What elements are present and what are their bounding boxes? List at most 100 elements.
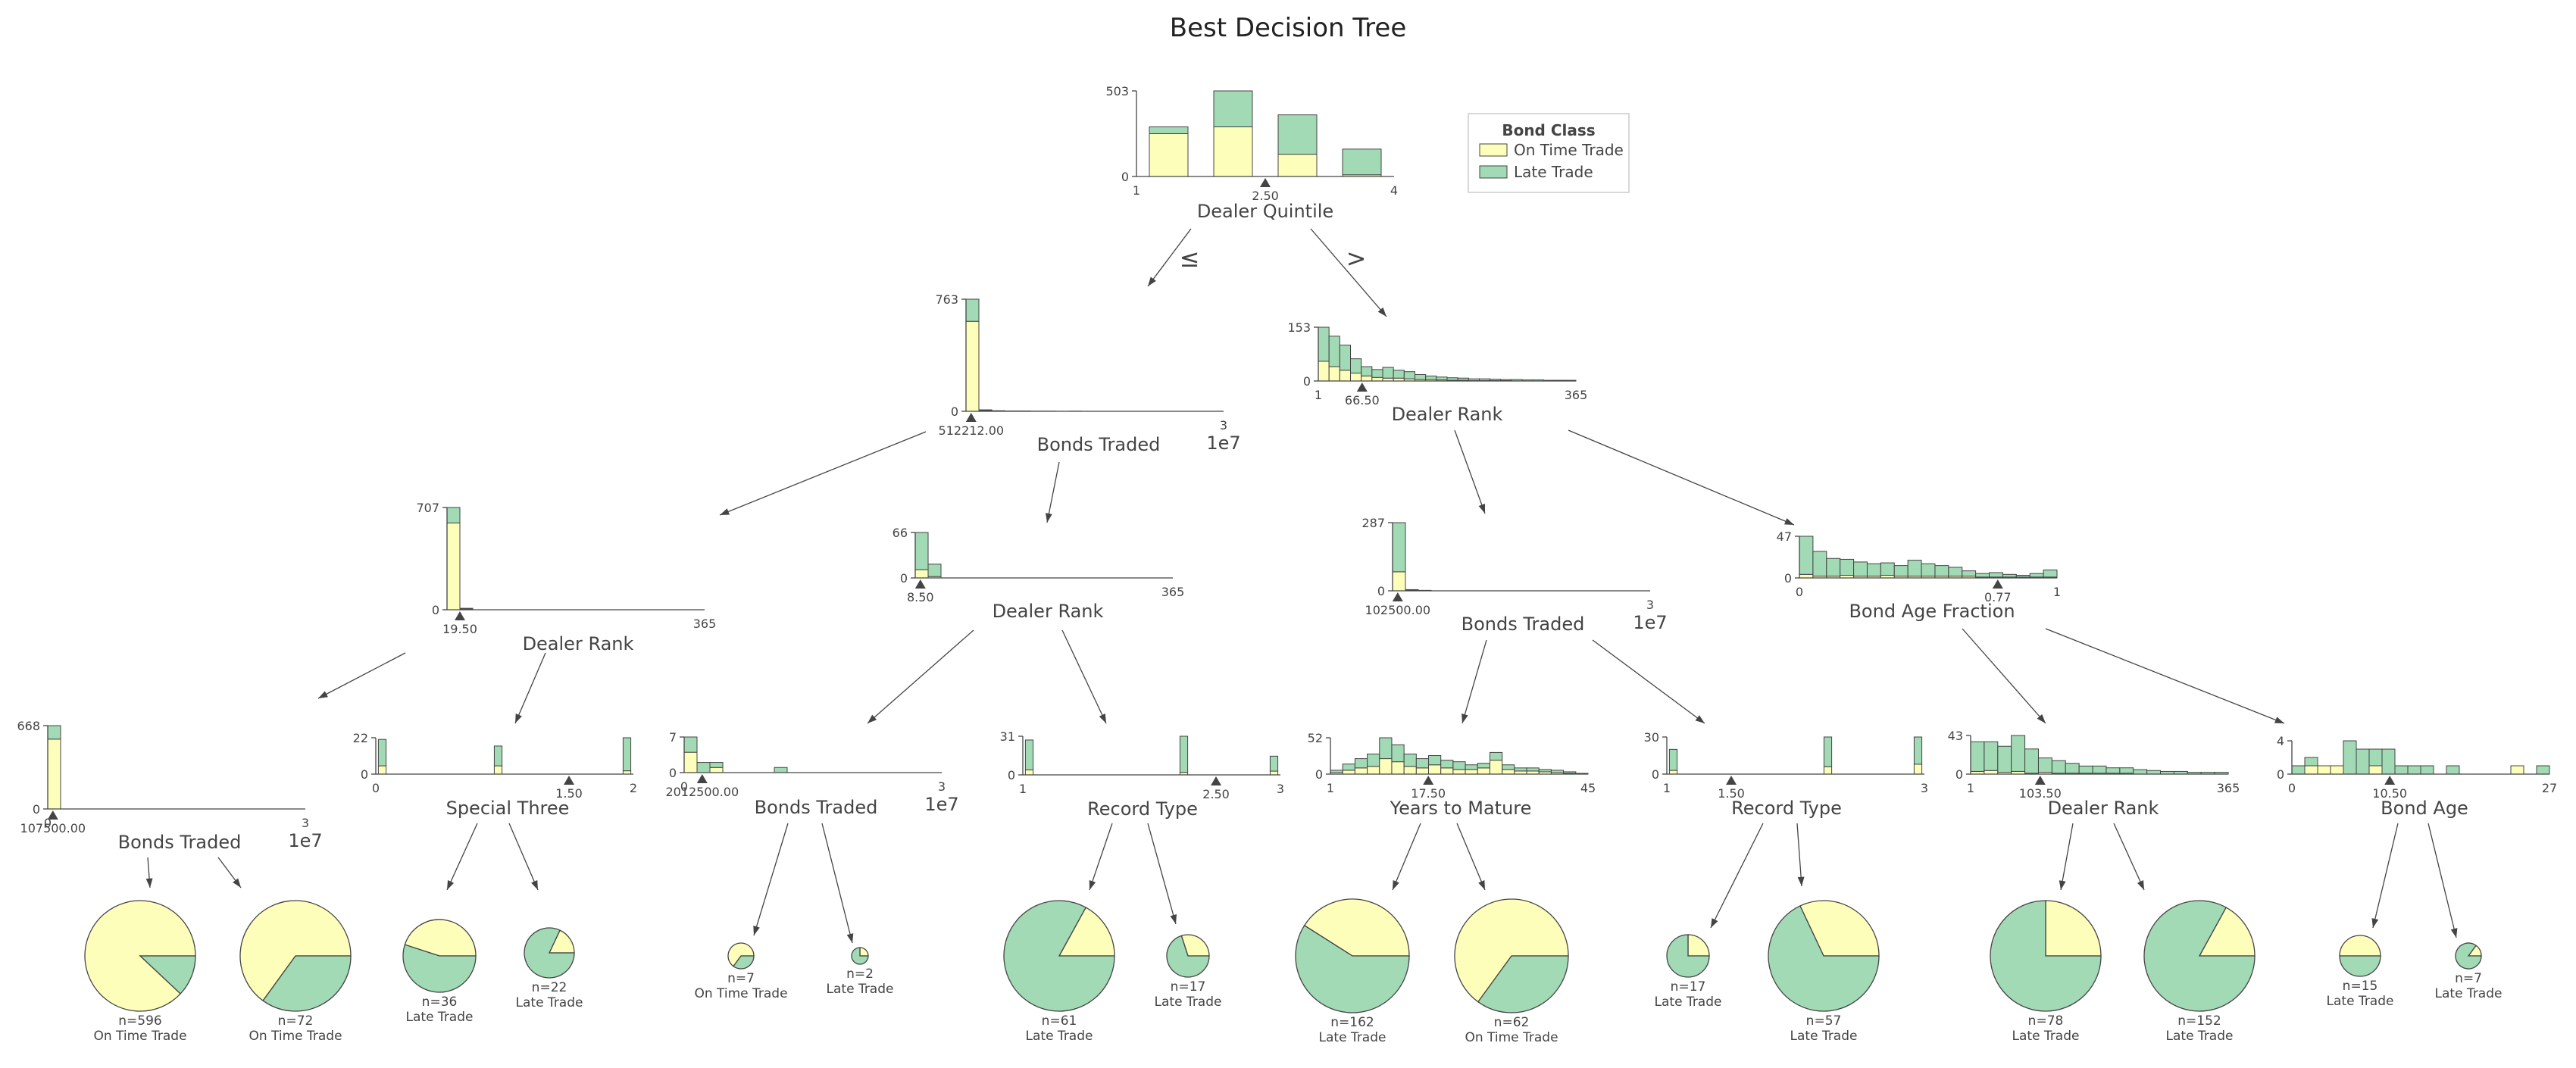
histogram-bar-late <box>2147 770 2161 774</box>
histogram-bar-late <box>1914 737 1921 764</box>
y-max-label: 707 <box>416 501 439 515</box>
histogram-bar-late <box>928 564 941 576</box>
histogram-bar-late <box>1453 762 1465 770</box>
split-node-rl: 287031e7102500.00Bonds Traded <box>1361 516 1667 635</box>
edge-arrowhead <box>2451 928 2458 938</box>
y-max-label: 30 <box>1644 730 1659 745</box>
y-max-label: 287 <box>1361 516 1385 530</box>
histogram-bar-late <box>1343 149 1381 175</box>
feature-label: Bonds Traded <box>1037 434 1161 455</box>
histogram-bar-late <box>48 726 61 739</box>
tree-edge <box>822 823 852 943</box>
threshold-marker <box>1726 776 1737 785</box>
y-max-label: 31 <box>1000 729 1015 744</box>
x-min-label: 0 <box>2288 781 2296 795</box>
feature-label: Dealer Rank <box>523 633 634 654</box>
histogram-bar-late <box>1854 562 1868 576</box>
threshold-label: 107500.00 <box>20 821 86 835</box>
histogram-bar-on-time <box>1270 771 1277 775</box>
histogram-bar-on-time <box>1441 768 1453 774</box>
y-zero-label: 0 <box>1303 374 1311 389</box>
tree-edge <box>754 823 788 935</box>
tree-edge <box>2114 823 2144 890</box>
histogram-bar-late <box>1441 760 1453 768</box>
histogram-bar-late <box>1361 367 1372 376</box>
diagram-title: Best Decision Tree <box>1170 13 1407 43</box>
histogram-bar-on-time <box>966 321 979 411</box>
y-max-label: 763 <box>935 292 958 307</box>
histogram-bar-late <box>1824 737 1831 767</box>
split-node-lrr: 31 01 3 2.50 Record Type <box>1000 729 1284 820</box>
histogram-bar-on-time <box>1799 574 1813 578</box>
x-scale-exponent: 1e7 <box>1633 612 1667 633</box>
histogram-bar-late <box>2052 760 2065 773</box>
leaf-sample-count: n=15 <box>2343 979 2378 994</box>
edge-arrowhead <box>2372 918 2379 928</box>
histogram-bar-late <box>1539 770 1551 772</box>
histogram-bar-late <box>1180 736 1187 773</box>
x-max-label: 27 <box>2542 781 2557 795</box>
tree-edge <box>1311 229 1386 317</box>
x-max-label: 365 <box>1565 388 1588 402</box>
feature-label: Dealer Rank <box>2048 798 2159 819</box>
x-min-label: 1 <box>1133 183 1140 198</box>
leaf-class-label: Late Trade <box>406 1010 474 1025</box>
histogram-bar-on-time <box>48 739 61 809</box>
histogram-bar-late <box>2016 575 2030 576</box>
x-max-label: 3 <box>1277 782 1284 796</box>
histogram-bar-late <box>2356 749 2369 774</box>
x-min-label: 1 <box>1327 781 1334 795</box>
histogram-bar-late <box>1894 566 1908 576</box>
y-zero-label: 0 <box>1652 767 1659 782</box>
feature-label: Record Type <box>1087 798 1198 820</box>
histogram-bar-on-time <box>1361 376 1372 381</box>
histogram-bar-late <box>1426 376 1436 379</box>
histogram-bar-late <box>1380 738 1392 759</box>
histogram-bar-on-time <box>1380 759 1392 774</box>
leaf-class-label: Late Trade <box>1655 995 1722 1010</box>
histogram-bar-late <box>447 507 460 523</box>
histogram-bar-late <box>2343 741 2356 774</box>
histogram-bar-late <box>774 767 787 773</box>
histogram-bar-late <box>979 410 992 411</box>
histogram-bar-late <box>2025 749 2039 773</box>
y-zero-label: 0 <box>361 767 368 782</box>
threshold-marker <box>1423 776 1433 785</box>
tree-edge <box>1568 430 1794 525</box>
histogram-bar-late <box>1490 379 1501 381</box>
split-node-lll: 66800 31e7107500.00Bonds Traded <box>17 719 322 853</box>
histogram-bar-on-time <box>2369 766 2382 774</box>
histogram-bar-late <box>1393 370 1404 378</box>
edge-arrowhead <box>515 714 522 723</box>
threshold-label: 102500.00 <box>1365 603 1431 617</box>
histogram-bar-late <box>1949 567 1962 576</box>
leaf-class-label: Late Trade <box>827 982 894 997</box>
x-max-label: 2 <box>630 781 637 795</box>
threshold-label: 2.50 <box>1202 787 1230 801</box>
edge-arrowhead <box>1046 513 1052 523</box>
y-max-label: 22 <box>353 731 368 745</box>
feature-label: Dealer Rank <box>1392 404 1503 425</box>
leaf-sample-count: n=78 <box>2028 1013 2064 1029</box>
threshold-marker <box>564 776 574 785</box>
histogram-bar-on-time <box>378 766 386 774</box>
split-node-r: 15301 36566.50Dealer Rank <box>1287 320 1587 425</box>
pie-slice-on-time <box>1688 935 1709 956</box>
y-zero-label: 0 <box>1008 768 1015 782</box>
leaf-node: n=596On Time Trade <box>85 901 195 1044</box>
y-zero-label: 0 <box>951 404 958 419</box>
tree-edge <box>1393 823 1421 890</box>
histogram-bar-late <box>1415 374 1426 379</box>
edge-arrowhead <box>1462 714 1468 723</box>
histogram-bar-on-time <box>1416 768 1428 774</box>
histogram-bar-late <box>1551 770 1563 773</box>
histogram-bar-late <box>1962 571 1976 576</box>
leaf-class-label: Late Trade <box>2012 1029 2080 1044</box>
histogram-bar-late <box>1515 768 1527 771</box>
histogram-bar-late <box>2305 757 2318 766</box>
x-max-label: 365 <box>1161 585 1185 599</box>
